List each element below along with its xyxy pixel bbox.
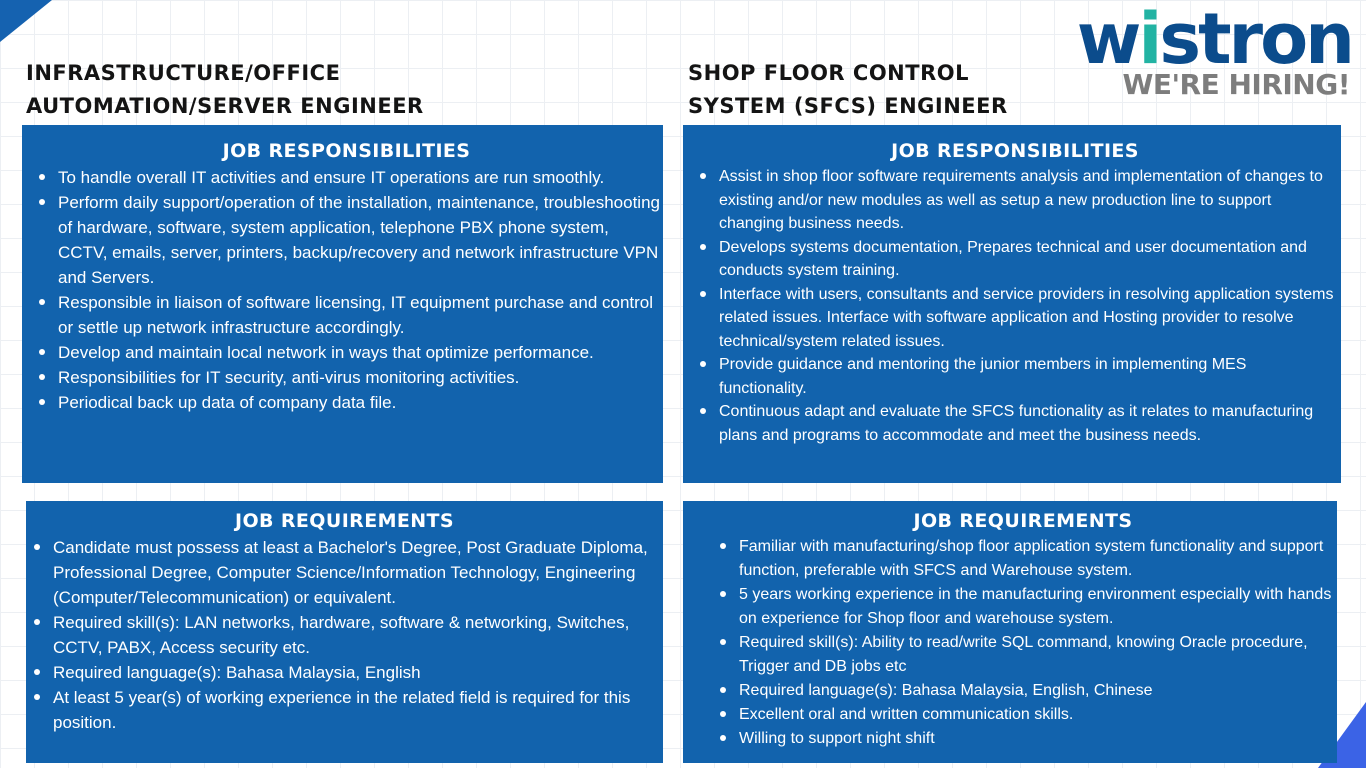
list-item: Candidate must possess at least a Bachel… [34,535,663,610]
job-title-infrastructure: INFRASTRUCTURE/OFFICE AUTOMATION/SERVER … [26,57,424,123]
list-item: Excellent oral and written communication… [720,703,1333,727]
list-item: Willing to support night shift [720,727,1333,751]
requirements-panel-infrastructure: JOB REQUIREMENTS Candidate must possess … [26,501,663,763]
list-item: Periodical back up data of company data … [39,390,661,415]
hiring-tagline: WE'RE HIRING! [1122,68,1350,101]
responsibilities-panel-sfcs: JOB RESPONSIBILITIES Assist in shop floo… [683,125,1341,483]
list-item: Develops systems documentation, Prepares… [700,236,1337,283]
panel-heading: JOB RESPONSIBILITIES [222,140,471,162]
bullet-list: To handle overall IT activities and ensu… [32,165,661,415]
logo-wordmark: wistron [1076,0,1355,80]
bullet-list: Familiar with manufacturing/shop floor a… [713,535,1333,751]
list-item: Interface with users, consultants and se… [700,283,1337,354]
list-item: Responsible in liaison of software licen… [39,290,661,340]
job-title-sfcs: SHOP FLOOR CONTROL SYSTEM (SFCS) ENGINEE… [688,57,1008,123]
list-item: Perform daily support/operation of the i… [39,190,661,290]
list-item: 5 years working experience in the manufa… [720,583,1333,631]
bullet-list: Assist in shop floor software requiremen… [693,165,1337,447]
job-title-line: AUTOMATION/SERVER ENGINEER [26,94,424,118]
job-title-line: SYSTEM (SFCS) ENGINEER [688,94,1008,118]
panel-heading: JOB RESPONSIBILITIES [891,140,1139,162]
list-item: Assist in shop floor software requiremen… [700,165,1337,236]
list-item: Develop and maintain local network in wa… [39,340,661,365]
panel-heading: JOB REQUIREMENTS [913,510,1133,532]
list-item: Required language(s): Bahasa Malaysia, E… [720,679,1333,703]
list-item: Familiar with manufacturing/shop floor a… [720,535,1333,583]
bullet-list: Candidate must possess at least a Bachel… [26,535,663,735]
list-item: To handle overall IT activities and ensu… [39,165,661,190]
panel-heading: JOB REQUIREMENTS [234,510,455,532]
company-logo: wistron WE'RE HIRING! [1076,0,1355,101]
requirements-panel-sfcs: JOB REQUIREMENTS Familiar with manufactu… [683,501,1337,763]
job-title-line: SHOP FLOOR CONTROL [688,61,969,85]
list-item: Required skill(s): LAN networks, hardwar… [34,610,663,660]
corner-decoration-top-left [0,0,52,42]
list-item: Responsibilities for IT security, anti-v… [39,365,661,390]
list-item: Continuous adapt and evaluate the SFCS f… [700,400,1337,447]
list-item: Provide guidance and mentoring the junio… [700,353,1337,400]
job-title-line: INFRASTRUCTURE/OFFICE [26,61,341,85]
responsibilities-panel-infrastructure: JOB RESPONSIBILITIES To handle overall I… [22,125,663,483]
list-item: At least 5 year(s) of working experience… [34,685,663,735]
list-item: Required skill(s): Ability to read/write… [720,631,1333,679]
list-item: Required language(s): Bahasa Malaysia, E… [34,660,663,685]
